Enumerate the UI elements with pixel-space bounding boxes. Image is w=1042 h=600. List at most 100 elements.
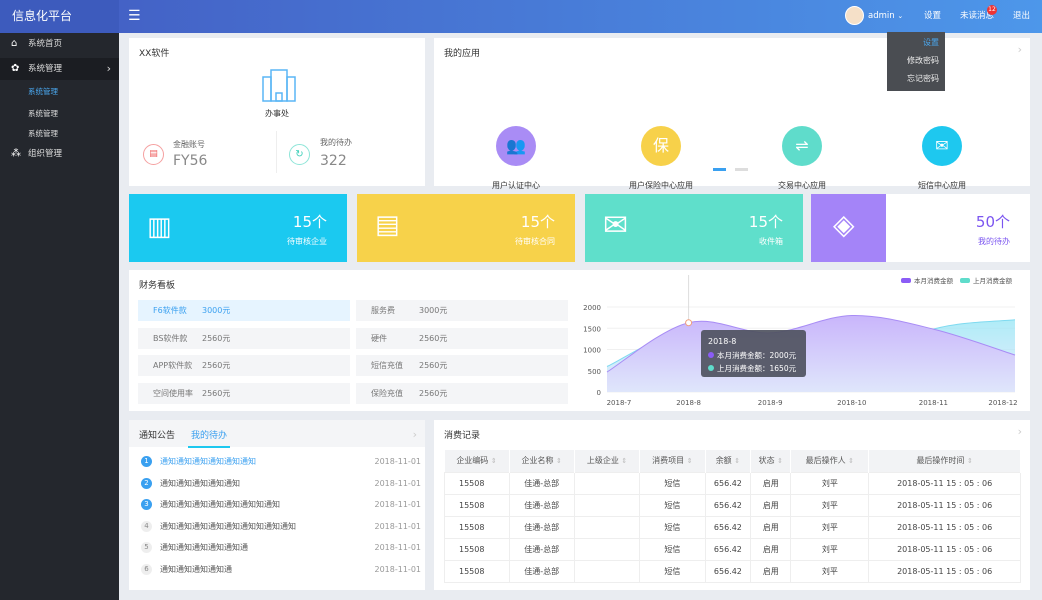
stat-card-companies[interactable]: ▥ 15个 待审核企业 xyxy=(129,194,347,262)
finance-item[interactable]: 保险充值 2560元 xyxy=(356,382,568,404)
sidebar-subitem[interactable]: 系统管理 xyxy=(28,87,58,96)
column-header[interactable]: 消费项目 ⇕ xyxy=(639,450,706,472)
mail-icon: ✉ xyxy=(603,208,629,243)
gear-icon: ✿ xyxy=(11,63,20,74)
carousel-dot[interactable] xyxy=(735,168,748,171)
chevron-right-icon[interactable]: › xyxy=(412,428,417,441)
table-row[interactable]: 15508 佳通-总部 短信 656.42 启用 刘平 2018-05-11 15 : 05… xyxy=(444,471,1021,495)
mail-icon: ✉ xyxy=(922,126,962,166)
building-icon: ▥ xyxy=(147,212,172,242)
carousel-dot-active[interactable] xyxy=(713,168,726,171)
tab-notice[interactable]: 通知公告 xyxy=(139,431,176,441)
chevron-right-icon[interactable]: › xyxy=(1017,425,1022,438)
y-tick-label: 0 xyxy=(597,389,601,397)
column-header[interactable]: 上级企业 ⇕ xyxy=(574,450,641,472)
notice-item[interactable]: 1 通知通知通知通知通知通知 2018-11-01 xyxy=(141,451,421,472)
notice-item[interactable]: 2 通知通知通知通知通知 2018-11-01 xyxy=(141,473,421,494)
finance-item[interactable]: F6软件款 3000元 xyxy=(138,300,350,321)
dropdown-settings[interactable]: 设置 xyxy=(923,38,939,47)
legend-label: 本月消费金额 xyxy=(914,276,954,285)
sidebar-subitem[interactable]: 系统管理 xyxy=(28,129,58,138)
logout-link[interactable]: 退出 xyxy=(1013,11,1031,21)
sidebar: ⌂ 系统首页 ✿ 系统管理 › 系统管理 系统管理 系统管理 ⁂ 组织管理 xyxy=(0,0,119,600)
y-tick-label: 2000 xyxy=(583,304,601,312)
stat-card-inbox[interactable]: ✉ 15个 收件箱 xyxy=(585,194,803,262)
sort-icon: ⇕ xyxy=(621,457,628,466)
x-tick-label: 2018-7 xyxy=(607,399,632,407)
sort-icon: ⇕ xyxy=(734,457,741,466)
tooltip-marker xyxy=(708,365,714,371)
document-icon: ▤ xyxy=(375,210,400,240)
sort-icon: ⇕ xyxy=(966,457,973,466)
x-tick-label: 2018-9 xyxy=(758,399,783,407)
sidebar-item-home[interactable]: ⌂ 系统首页 xyxy=(0,33,119,55)
finance-item[interactable]: 空间使用率 2560元 xyxy=(138,382,350,404)
notice-item[interactable]: 3 通知通知通知通知通知通知知通知 2018-11-01 xyxy=(141,494,421,515)
building-icon xyxy=(262,69,296,102)
x-tick-label: 2018-12 xyxy=(988,399,1017,407)
column-header[interactable]: 余额 ⇕ xyxy=(705,450,752,472)
sort-icon: ⇕ xyxy=(848,457,855,466)
finance-item[interactable]: APP软件款 2560元 xyxy=(138,355,350,376)
column-header[interactable]: 企业名称 ⇕ xyxy=(509,450,575,472)
sort-icon: ⇕ xyxy=(686,457,693,466)
y-tick-label: 500 xyxy=(588,368,601,376)
dropdown-change-password[interactable]: 修改密码 xyxy=(907,56,939,65)
column-header[interactable]: 企业编码 ⇕ xyxy=(444,450,510,472)
legend-swatch xyxy=(960,278,970,283)
finance-board: 财务看板 F6软件款 3000元 服务费 3000元 BS软件款 2560元 硬件 2560元… xyxy=(129,270,1030,411)
finance-item[interactable]: 短信充值 2560元 xyxy=(356,355,568,376)
users-icon: 👥 xyxy=(496,126,536,166)
table-row[interactable]: 15508 佳通-总部 短信 656.42 启用 刘平 2018-05-11 15 : 05… xyxy=(444,493,1021,517)
dropdown-forgot-password[interactable]: 忘记密码 xyxy=(907,74,939,83)
settings-link[interactable]: 设置 xyxy=(924,11,942,21)
y-tick-label: 1500 xyxy=(583,325,601,333)
notice-card: 通知公告 我的待办 › 1 通知通知通知通知通知通知 2018-11-01 2 通知通知… xyxy=(129,420,425,590)
table-row[interactable]: 15508 佳通-总部 短信 656.42 启用 刘平 2018-05-11 15 : 05… xyxy=(444,559,1021,583)
message-badge: 12 xyxy=(987,5,997,15)
column-header[interactable]: 最后操作时间 ⇕ xyxy=(868,450,1021,472)
todo-icon: ↻ xyxy=(289,144,310,165)
sidebar-item-system[interactable]: ✿ 系统管理 › xyxy=(0,58,119,80)
column-header[interactable]: 状态 ⇕ xyxy=(750,450,792,472)
sort-icon: ⇕ xyxy=(556,457,562,466)
app-insurance[interactable]: 保用户保险中心应用 xyxy=(601,126,721,191)
shield-icon: 保 xyxy=(641,126,681,166)
chevron-right-icon[interactable]: › xyxy=(1017,43,1022,56)
records-table: 企业编码 ⇕ 企业名称 ⇕ 上级企业 ⇕ 消费项目 ⇕ 余额 ⇕ 状态 ⇕ 最后操作人 ⇕ 最… xyxy=(444,450,1021,583)
notice-item[interactable]: 4 通知通知通知通知通知通知知通知通知 2018-11-01 xyxy=(141,516,421,537)
stat-card-contracts[interactable]: ▤ 15个 待审核合同 xyxy=(357,194,575,262)
notice-item[interactable]: 6 通知通知通知通知通 2018-11-01 xyxy=(141,559,421,580)
home-icon: ⌂ xyxy=(11,38,18,49)
user-dropdown: 设置 修改密码 忘记密码 xyxy=(887,32,945,91)
data-point xyxy=(685,319,693,327)
org-icon: ⁂ xyxy=(11,148,21,159)
user-menu[interactable]: admin ⌄ xyxy=(868,11,904,21)
y-tick-label: 1000 xyxy=(583,347,601,355)
records-card: 消费记录 › 企业编码 ⇕ 企业名称 ⇕ 上级企业 ⇕ 消费项目 ⇕ 余额 ⇕ 状态 ⇕ 最… xyxy=(434,420,1030,590)
sidebar-item-org[interactable]: ⁂ 组织管理 xyxy=(0,143,119,165)
finance-item[interactable]: BS软件款 2560元 xyxy=(138,327,350,349)
x-tick-label: 2018-11 xyxy=(919,399,948,407)
table-row[interactable]: 15508 佳通-总部 短信 656.42 启用 刘平 2018-05-11 15 : 05… xyxy=(444,537,1021,561)
layers-icon: ◈ xyxy=(833,208,855,241)
consumption-chart: 0 500 1000 1500 2000 2018-7 2018-8 2018-9 2018-1… xyxy=(583,275,1018,407)
messages-link[interactable]: 未读消息 xyxy=(960,11,995,21)
tooltip-line: 上月消费金额：1650元 xyxy=(717,363,797,373)
avatar[interactable] xyxy=(845,6,864,25)
sidebar-subitem[interactable]: 系统管理 xyxy=(28,109,58,118)
finance-item[interactable]: 服务费 3000元 xyxy=(356,300,568,321)
menu-toggle-icon[interactable]: ☰ xyxy=(128,8,141,24)
stat-card-todo[interactable]: ◈ 50个 我的待办 xyxy=(811,194,1030,262)
tab-my-todo[interactable]: 我的待办 xyxy=(188,428,231,448)
chevron-down-icon: ⌄ xyxy=(897,12,904,20)
column-header[interactable]: 最后操作人 ⇕ xyxy=(790,450,870,472)
tooltip xyxy=(701,330,806,377)
app-sms[interactable]: ✉ 短信中心应用 xyxy=(882,126,1002,191)
table-row[interactable]: 15508 佳通-总部 短信 656.42 启用 刘平 2018-05-11 15 : 05… xyxy=(444,515,1021,539)
exchange-icon: ⇌ xyxy=(782,126,822,166)
app-user-auth[interactable]: 👥 用户认证中心 xyxy=(456,126,576,191)
notice-item[interactable]: 5 通知通知通知通知通知通 2018-11-01 xyxy=(141,537,421,558)
finance-item[interactable]: 硬件 2560元 xyxy=(356,327,568,349)
app-trade[interactable]: ⇌ 交易中心应用 xyxy=(742,126,862,191)
